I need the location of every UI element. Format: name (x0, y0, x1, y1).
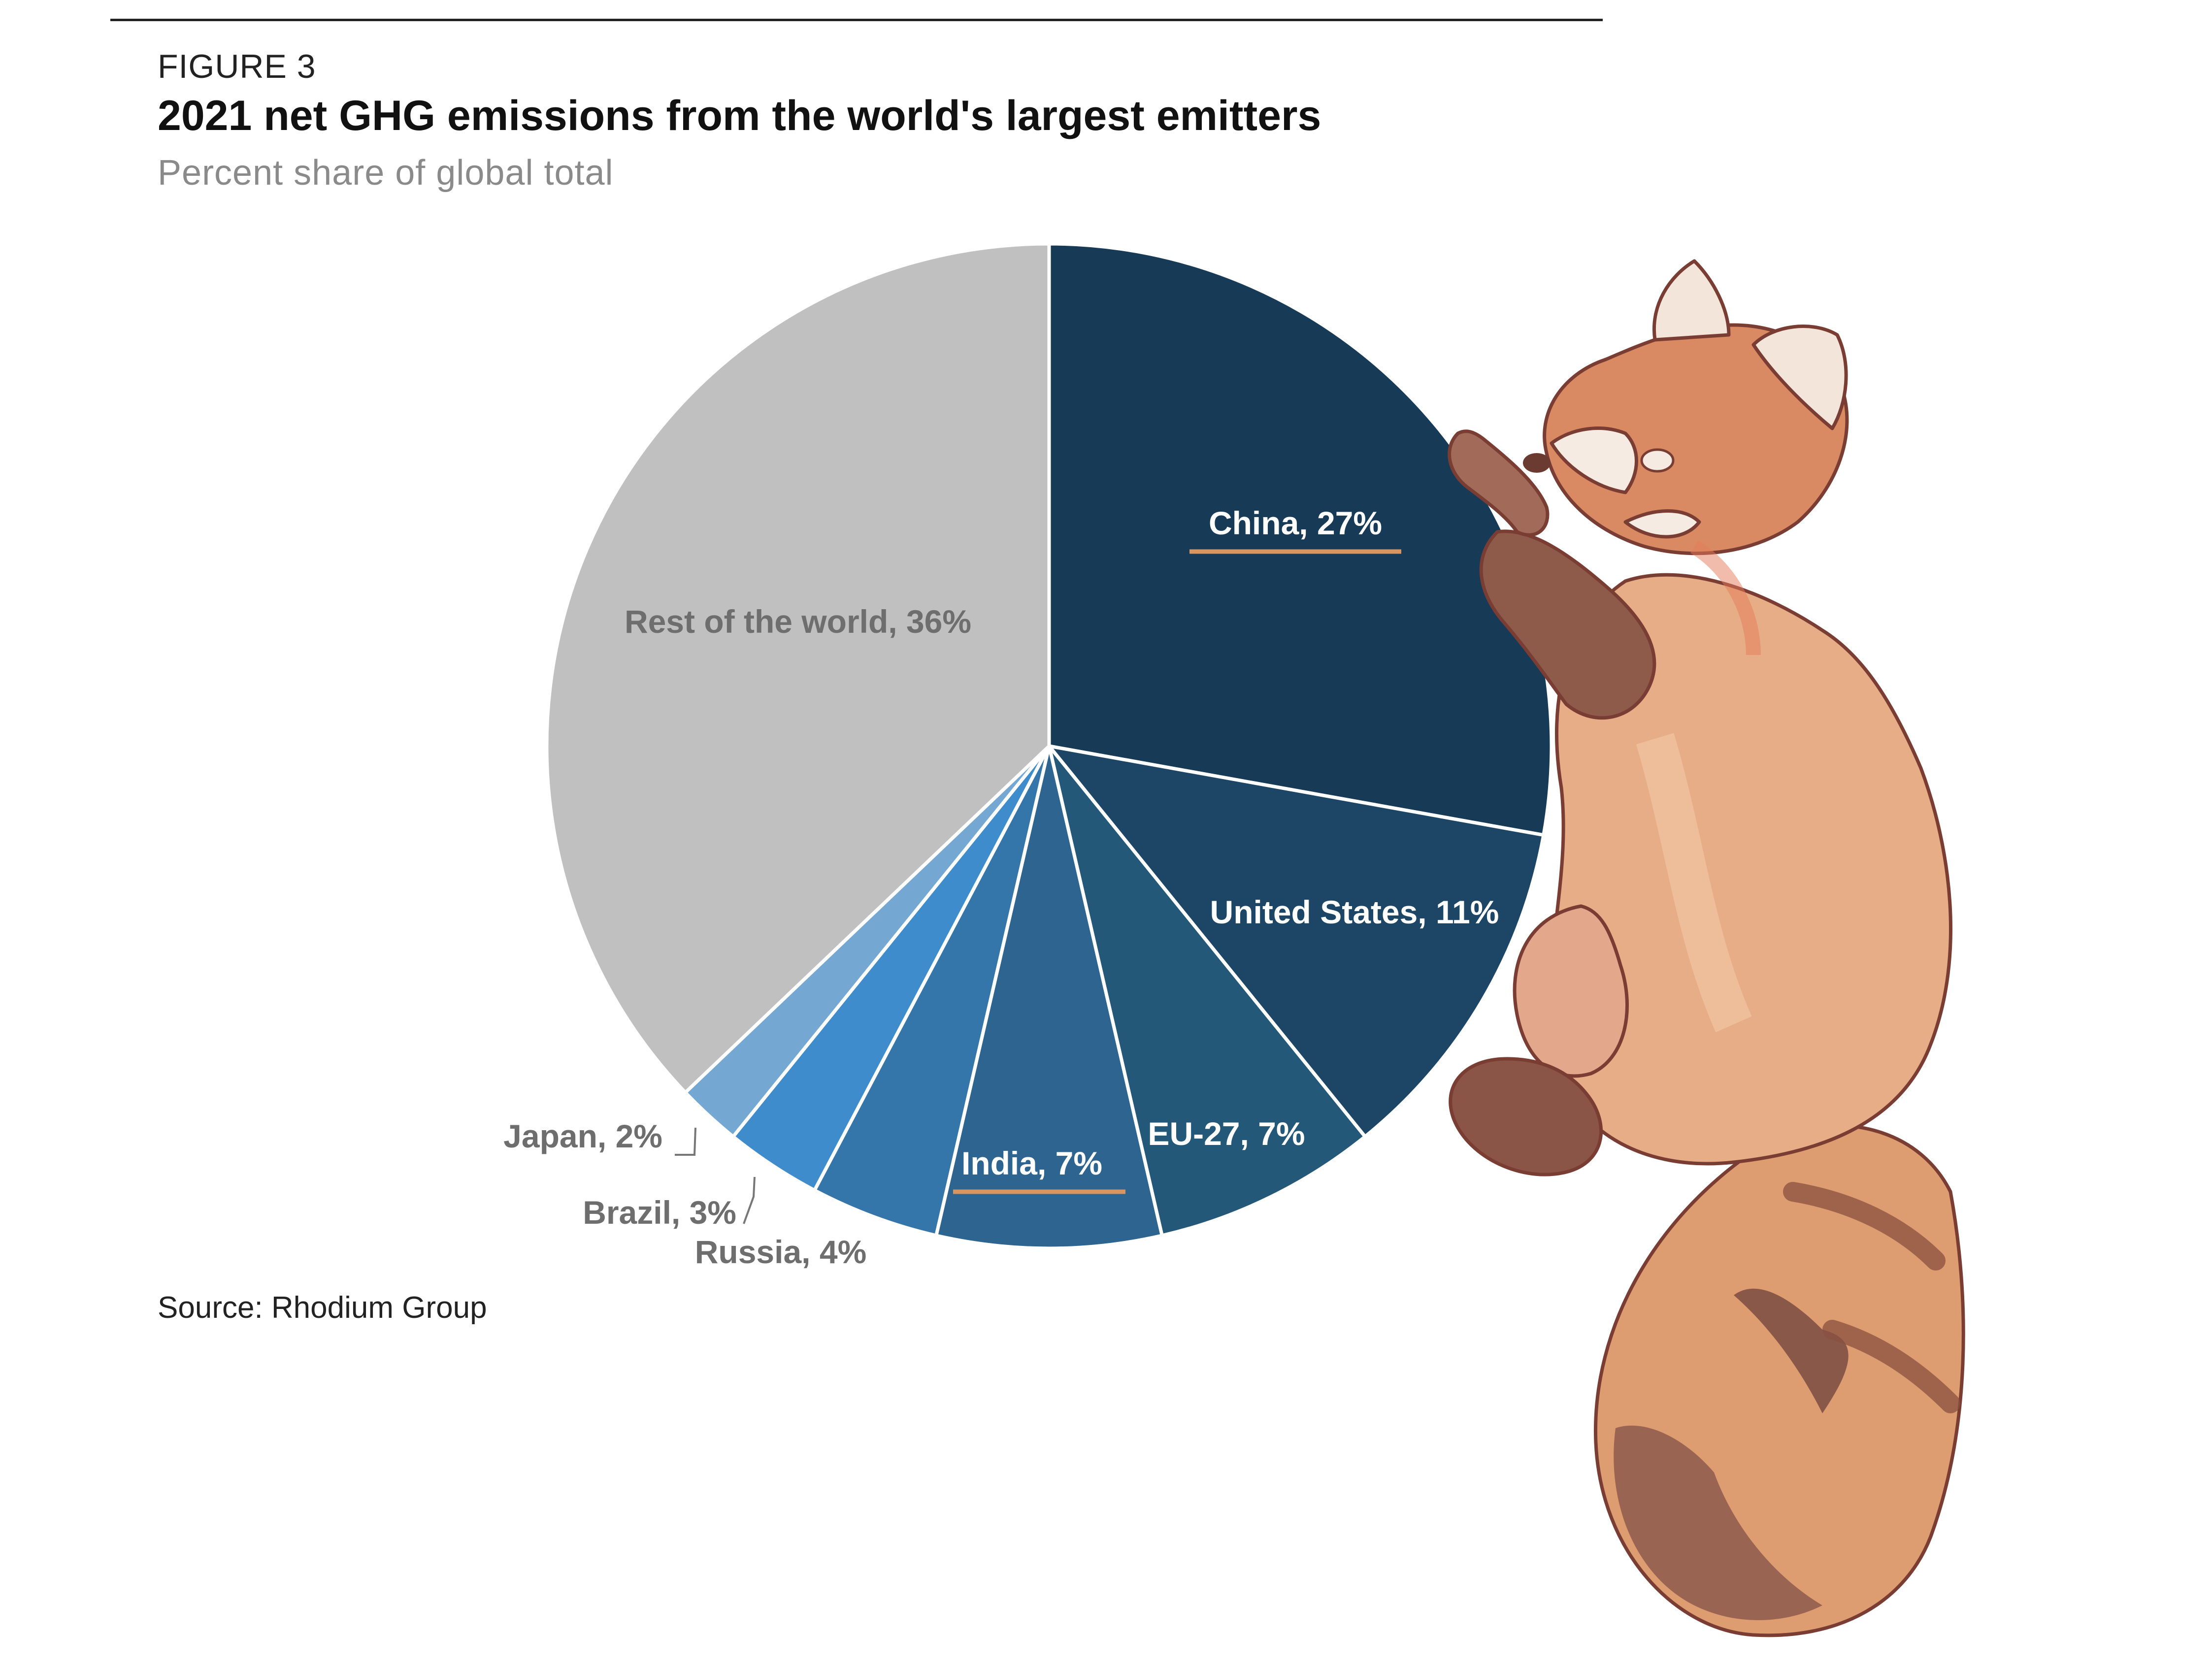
red-panda-illustration (1448, 259, 1965, 1637)
pie-slice-united-states (1045, 743, 1546, 1139)
pie-slice-china (1047, 242, 1553, 837)
chart-title: 2021 net GHG emissions from the world's … (158, 92, 1321, 139)
pie-slice-rest-of-the-world (545, 242, 1051, 1095)
leader-line-brazil (743, 1176, 756, 1224)
chart-subtitle: Percent share of global total (158, 153, 614, 193)
pie-slice-russia (812, 745, 1051, 1238)
source-note: Source: Rhodium Group (158, 1291, 487, 1325)
slice-label-china: China, 27% (1209, 505, 1382, 541)
leader-line-japan (675, 1127, 696, 1156)
top-rule (110, 19, 1603, 21)
slice-label-united-states: United States, 11% (1210, 894, 1499, 930)
slice-label-russia: Russia, 4% (695, 1234, 867, 1270)
pie-slice-eu-27 (1047, 745, 1368, 1238)
slice-label-rest-of-the-world: Rest of the world, 36% (625, 603, 971, 640)
slice-label-japan: Japan, 2% (503, 1118, 662, 1154)
figure-label: FIGURE 3 (158, 48, 316, 85)
pie-slice-india (934, 746, 1164, 1250)
slice-label-eu-27: EU-27, 7% (1148, 1115, 1305, 1152)
slice-label-india: India, 7% (961, 1145, 1102, 1181)
slice-label-brazil: Brazil, 3% (583, 1194, 736, 1231)
